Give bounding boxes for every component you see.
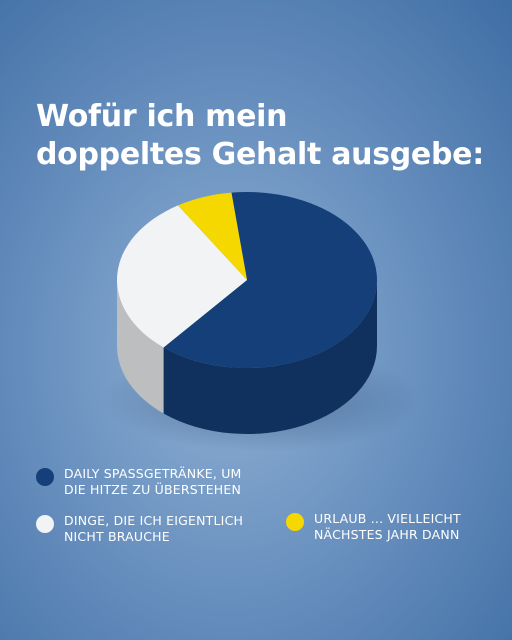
legend-dot-navy <box>36 468 54 486</box>
legend-label-dinge: DINGE, DIE ICH EIGENTLICH NICHT BRAUCHE <box>64 513 243 545</box>
legend-label-daily-line-2: DIE HITZE ZU ÜBERSTEHEN <box>64 482 242 497</box>
legend-dot-white <box>36 515 54 533</box>
pie-tops <box>116 192 378 368</box>
legend-label-dinge-line-1: DINGE, DIE ICH EIGENTLICH <box>64 513 244 528</box>
chart-title-line-2: doppeltes Gehalt ausgebe: <box>36 137 484 172</box>
pie-slice-1 <box>116 205 247 348</box>
pie-sides <box>117 280 377 434</box>
chart-title-line-1: Wofür ich mein <box>36 99 288 134</box>
legend-label-urlaub-line-1: URLAUB ... VIELLEICHT <box>314 511 461 526</box>
legend-label-daily: DAILY SPASSGETRÄNKE, UM DIE HITZE ZU ÜBE… <box>64 466 242 498</box>
legend-label-dinge-line-2: NICHT BRAUCHE <box>64 529 170 544</box>
pie-slice-2 <box>177 192 247 280</box>
legend-item-urlaub: URLAUB ... VIELLEICHT NÄCHSTES JAHR DANN <box>286 511 461 543</box>
legend-label-urlaub: URLAUB ... VIELLEICHT NÄCHSTES JAHR DANN <box>314 511 461 543</box>
pie-side-1 <box>117 280 164 414</box>
legend-item-daily: DAILY SPASSGETRÄNKE, UM DIE HITZE ZU ÜBE… <box>36 466 242 498</box>
legend-label-daily-line-1: DAILY SPASSGETRÄNKE, UM <box>64 466 242 481</box>
pie-slice-0 <box>163 192 378 368</box>
pie-side-0 <box>163 280 377 434</box>
legend-label-urlaub-line-2: NÄCHSTES JAHR DANN <box>314 527 460 542</box>
legend-item-dinge: DINGE, DIE ICH EIGENTLICH NICHT BRAUCHE <box>36 513 243 545</box>
chart-title: Wofür ich mein doppeltes Gehalt ausgebe: <box>36 98 496 174</box>
legend-dot-yellow <box>286 513 304 531</box>
